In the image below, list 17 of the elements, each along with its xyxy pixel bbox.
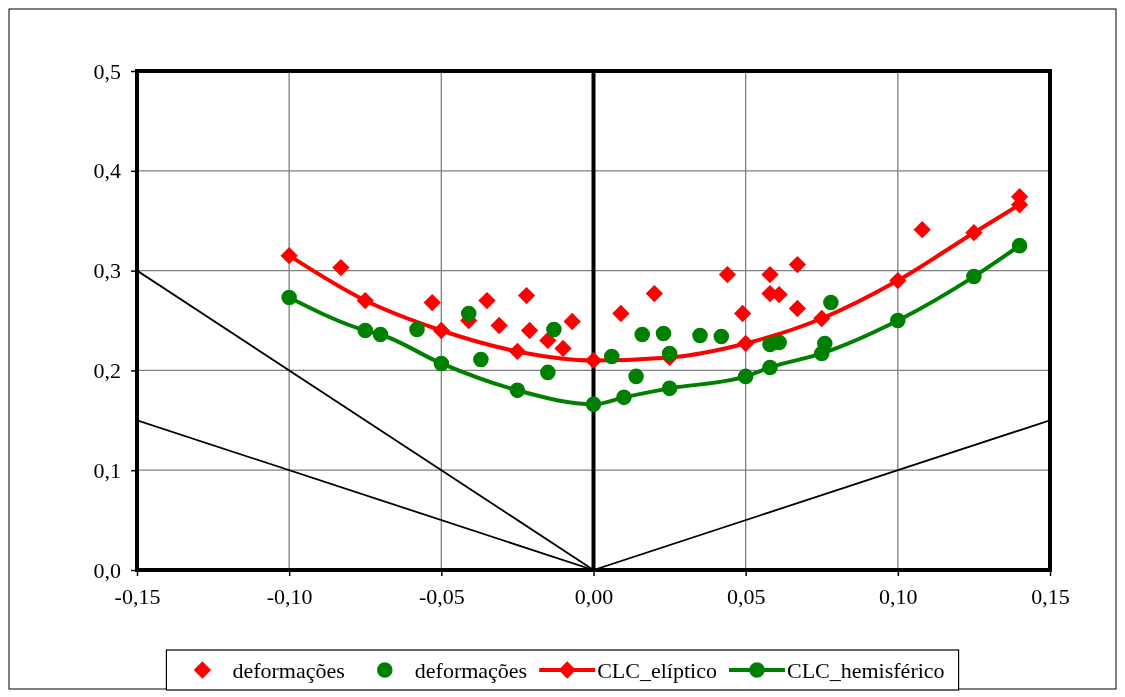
y-tick-label: 0,0 xyxy=(93,557,121,583)
legend-label: deformações xyxy=(414,658,528,683)
y-tick-label: 0,4 xyxy=(93,158,121,184)
x-tick-label: -0,05 xyxy=(418,583,465,609)
legend-label: CLC_hemisférico xyxy=(786,658,945,683)
y-tick-label: 0,1 xyxy=(93,457,121,483)
x-tick-label: 0,05 xyxy=(726,583,766,609)
x-tick-label: -0,15 xyxy=(114,583,161,609)
legend-label: deformações xyxy=(232,658,345,683)
y-tick-label: 0,5 xyxy=(93,58,121,84)
x-tick-label: -0,10 xyxy=(266,583,313,609)
y-tick-label: 0,2 xyxy=(93,357,121,383)
legend-label: CLC_elíptico xyxy=(597,658,717,683)
x-tick-label: 0,10 xyxy=(879,583,918,609)
x-tick-label: 0,00 xyxy=(574,583,614,609)
x-tick-label: 0,15 xyxy=(1031,583,1070,609)
y-tick-label: 0,3 xyxy=(93,258,121,284)
